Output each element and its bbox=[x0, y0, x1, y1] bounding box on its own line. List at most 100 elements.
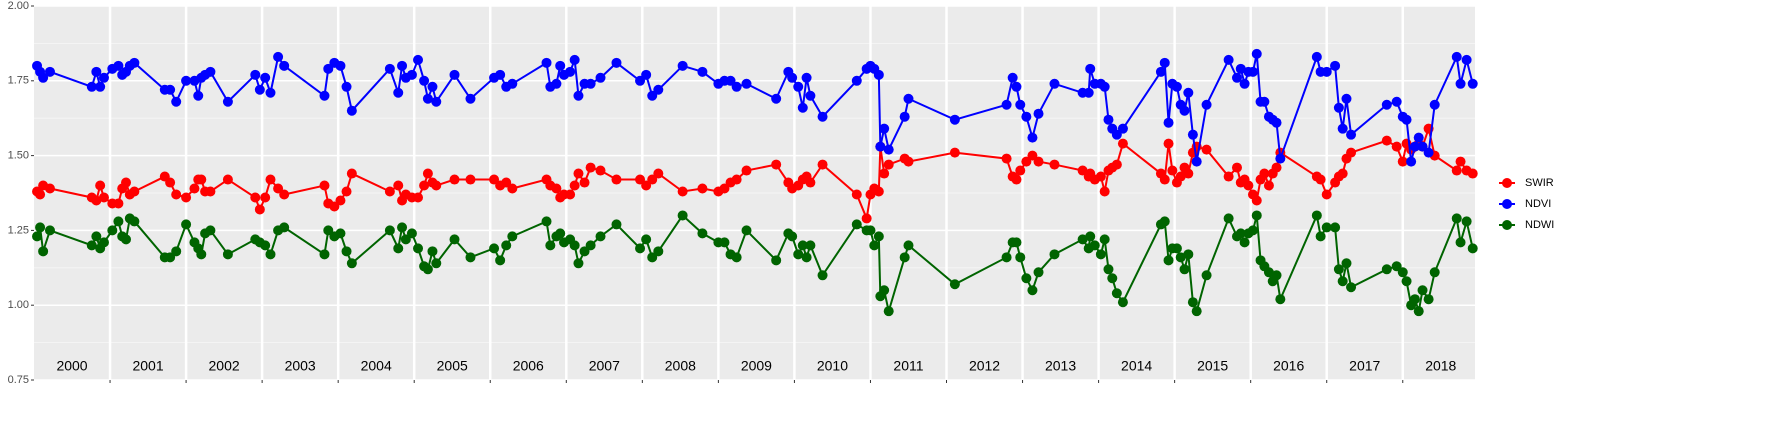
data-point bbox=[1159, 216, 1170, 227]
data-point bbox=[98, 72, 109, 83]
data-point bbox=[1275, 153, 1286, 164]
data-point bbox=[1346, 282, 1357, 293]
data-point bbox=[1271, 162, 1282, 173]
data-point bbox=[165, 177, 176, 188]
data-point bbox=[1033, 156, 1044, 167]
data-point bbox=[805, 177, 816, 188]
data-point bbox=[1163, 138, 1174, 149]
data-point bbox=[1011, 81, 1022, 92]
data-point bbox=[319, 180, 330, 191]
data-point bbox=[196, 249, 207, 260]
data-point bbox=[1239, 78, 1250, 89]
data-point bbox=[1049, 159, 1060, 170]
data-point bbox=[1085, 63, 1096, 74]
data-point bbox=[949, 147, 960, 158]
data-point bbox=[1391, 96, 1402, 107]
data-point bbox=[465, 252, 476, 263]
data-point bbox=[573, 90, 584, 101]
data-point bbox=[422, 264, 433, 275]
data-point bbox=[1341, 93, 1352, 104]
data-point bbox=[899, 252, 910, 263]
data-point bbox=[719, 237, 730, 248]
data-point bbox=[551, 78, 562, 89]
data-point bbox=[1321, 222, 1332, 233]
year-label: 2012 bbox=[969, 358, 1000, 374]
data-point bbox=[1183, 168, 1194, 179]
data-point bbox=[44, 66, 55, 77]
data-point bbox=[741, 165, 752, 176]
data-point bbox=[595, 72, 606, 83]
year-label: 2005 bbox=[437, 358, 468, 374]
y-tick-label: 1.75 bbox=[8, 75, 29, 87]
data-point bbox=[1311, 210, 1322, 221]
data-point bbox=[1251, 48, 1262, 59]
data-point bbox=[1231, 72, 1242, 83]
data-point bbox=[1315, 174, 1326, 185]
data-point bbox=[851, 189, 862, 200]
data-point bbox=[1315, 231, 1326, 242]
year-label: 2013 bbox=[1045, 358, 1076, 374]
data-point bbox=[181, 192, 192, 203]
year-label: 2009 bbox=[741, 358, 772, 374]
y-tick-label: 1.50 bbox=[8, 150, 29, 162]
year-label: 2007 bbox=[589, 358, 620, 374]
data-point bbox=[1117, 123, 1128, 134]
data-point bbox=[91, 66, 102, 77]
data-point bbox=[1423, 147, 1434, 158]
data-point bbox=[1235, 228, 1246, 239]
data-point bbox=[113, 216, 124, 227]
data-point bbox=[1263, 267, 1274, 278]
data-point bbox=[507, 183, 518, 194]
data-point bbox=[1251, 210, 1262, 221]
data-point bbox=[1391, 141, 1402, 152]
data-point bbox=[1337, 123, 1348, 134]
data-point bbox=[1381, 264, 1392, 275]
data-point bbox=[635, 243, 646, 254]
data-point bbox=[181, 75, 192, 86]
data-point bbox=[1011, 237, 1022, 248]
data-point bbox=[1467, 168, 1478, 179]
data-point bbox=[697, 228, 708, 239]
data-point bbox=[541, 57, 552, 68]
data-point bbox=[873, 231, 884, 242]
data-point bbox=[465, 93, 476, 104]
data-point bbox=[1321, 189, 1332, 200]
data-point bbox=[949, 114, 960, 125]
data-point bbox=[797, 102, 808, 113]
data-point bbox=[1247, 66, 1258, 77]
data-point bbox=[1099, 234, 1110, 245]
year-label: 2003 bbox=[285, 358, 316, 374]
data-point bbox=[181, 219, 192, 230]
data-point bbox=[346, 168, 357, 179]
data-point bbox=[1417, 285, 1428, 296]
data-point bbox=[899, 111, 910, 122]
data-point bbox=[1183, 249, 1194, 260]
data-point bbox=[805, 240, 816, 251]
data-point bbox=[1259, 96, 1270, 107]
data-point bbox=[1095, 171, 1106, 182]
data-point bbox=[1263, 180, 1274, 191]
data-point bbox=[1321, 66, 1332, 77]
data-point bbox=[797, 240, 808, 251]
data-point bbox=[697, 183, 708, 194]
data-point bbox=[1467, 78, 1478, 89]
data-point bbox=[260, 72, 271, 83]
data-point bbox=[879, 285, 890, 296]
data-point bbox=[1401, 114, 1412, 125]
data-point bbox=[465, 174, 476, 185]
data-point bbox=[98, 237, 109, 248]
data-point bbox=[393, 87, 404, 98]
data-point bbox=[489, 243, 500, 254]
data-point bbox=[1401, 276, 1412, 287]
data-point bbox=[1201, 99, 1212, 110]
data-point bbox=[335, 60, 346, 71]
data-point bbox=[873, 69, 884, 80]
data-point bbox=[431, 180, 442, 191]
data-point bbox=[507, 78, 518, 89]
data-point bbox=[731, 81, 742, 92]
legend-label: SWIR bbox=[1525, 177, 1554, 189]
data-point bbox=[279, 189, 290, 200]
data-point bbox=[1085, 231, 1096, 242]
data-point bbox=[449, 234, 460, 245]
